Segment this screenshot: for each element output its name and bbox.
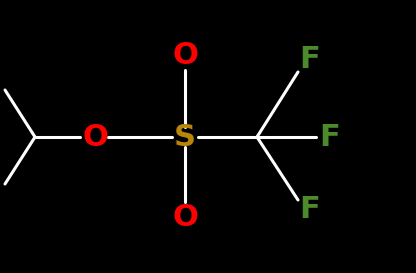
Text: F: F xyxy=(300,195,320,224)
Text: F: F xyxy=(319,123,340,152)
Text: O: O xyxy=(172,203,198,233)
Text: S: S xyxy=(174,123,196,152)
Text: O: O xyxy=(82,123,108,152)
Text: O: O xyxy=(172,40,198,70)
Text: F: F xyxy=(300,46,320,75)
